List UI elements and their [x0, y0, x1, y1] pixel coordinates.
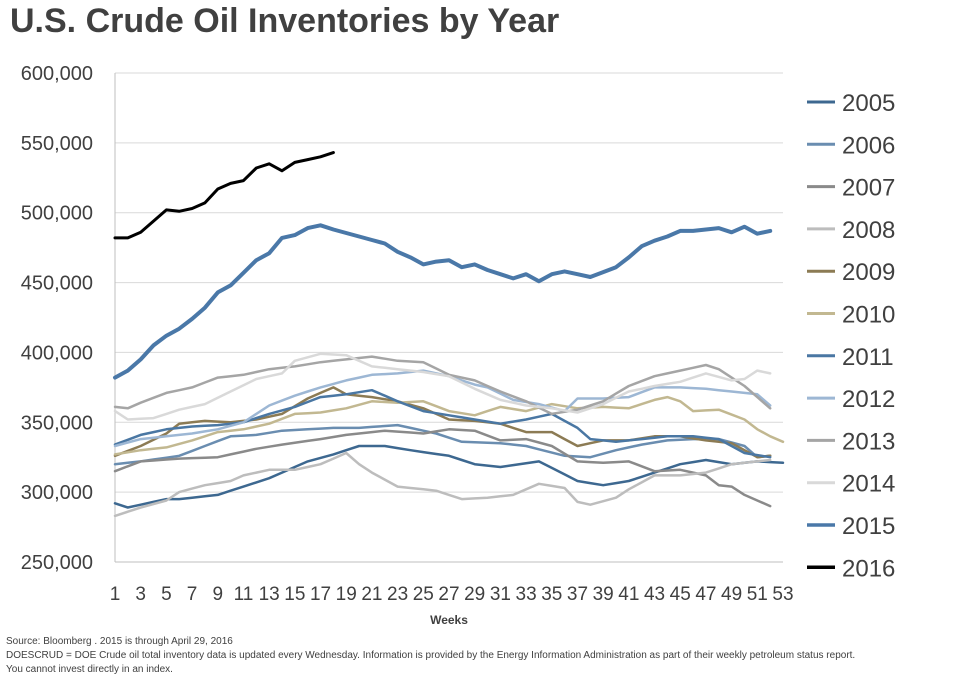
x-tick-label: 53 — [772, 584, 793, 605]
series-line-2015 — [113, 223, 773, 380]
x-tick-label: 43 — [644, 584, 665, 605]
legend-label-2011: 2011 — [842, 344, 894, 371]
legend-label-2015: 2015 — [842, 513, 895, 540]
legend-label-2005: 2005 — [842, 90, 895, 117]
y-tick-label: 450,000 — [21, 273, 93, 295]
x-tick-label: 51 — [747, 584, 768, 605]
x-tick-label: 37 — [567, 584, 588, 605]
x-tick-label: 47 — [695, 584, 716, 605]
series-line-2008 — [113, 451, 772, 518]
legend-label-2013: 2013 — [842, 428, 895, 455]
x-tick-label: 29 — [464, 584, 485, 605]
x-tick-label: 23 — [387, 584, 408, 605]
y-tick-label: 300,000 — [21, 482, 93, 504]
series-line-2013 — [113, 355, 772, 416]
y-tick-label: 250,000 — [21, 552, 93, 574]
chart-title: U.S. Crude Oil Inventories by Year — [10, 2, 560, 40]
footnote-source: Source: Bloomberg . 2015 is through Apri… — [6, 636, 233, 647]
legend-label-2012: 2012 — [842, 386, 895, 413]
footnote-description: DOESCRUD = DOE Crude oil total inventory… — [6, 650, 856, 661]
series-line-2006 — [113, 423, 772, 466]
x-tick-label: 17 — [310, 584, 331, 605]
legend-label-2006: 2006 — [842, 132, 895, 159]
x-tick-label: 25 — [413, 584, 434, 605]
x-tick-label: 15 — [284, 584, 305, 605]
x-tick-label: 9 — [212, 584, 223, 605]
x-tick-label: 5 — [161, 584, 172, 605]
legend-label-2016: 2016 — [842, 555, 895, 582]
series-line-2007 — [113, 428, 772, 508]
series-line-2011 — [113, 388, 772, 459]
y-tick-label: 500,000 — [21, 203, 93, 225]
y-tick-label: 550,000 — [21, 133, 93, 155]
x-tick-label: 41 — [618, 584, 639, 605]
x-tick-label: 7 — [187, 584, 198, 605]
x-axis-label: Weeks — [430, 613, 468, 627]
x-tick-label: 49 — [721, 584, 742, 605]
legend-label-2009: 2009 — [842, 259, 895, 286]
x-tick-label: 11 — [234, 584, 254, 605]
legend: 2005 2006 2007 2008 2009 2010 2011 2012 2013 2014… — [807, 90, 895, 582]
x-tick-label: 33 — [516, 584, 537, 605]
y-tick-label: 350,000 — [21, 412, 93, 434]
series-line-2010 — [113, 395, 785, 456]
series-lines — [113, 151, 785, 518]
x-tick-label: 27 — [438, 584, 459, 605]
x-tick-label: 39 — [593, 584, 614, 605]
x-tick-label: 3 — [135, 584, 146, 605]
series-line-2014 — [113, 352, 772, 421]
x-tick-label: 19 — [336, 584, 357, 605]
x-tick-label: 13 — [259, 584, 280, 605]
axes: 250,000 300,000 350,000 400,000 450,000 500,0… — [21, 63, 794, 605]
x-tick-label: 31 — [490, 584, 511, 605]
x-tick-label: 1 — [110, 584, 121, 605]
legend-label-2008: 2008 — [842, 217, 895, 244]
series-line-2016 — [113, 151, 335, 240]
y-tick-label: 600,000 — [21, 63, 93, 85]
footnote-disclaimer: You cannot invest directly in an index. — [6, 664, 173, 675]
x-tick-label: 21 — [361, 584, 382, 605]
x-tick-label: 35 — [541, 584, 562, 605]
legend-label-2007: 2007 — [842, 175, 895, 202]
y-tick-label: 400,000 — [21, 342, 93, 364]
legend-label-2014: 2014 — [842, 471, 895, 498]
x-tick-label: 45 — [670, 584, 691, 605]
series-line-2005 — [113, 444, 785, 509]
legend-label-2010: 2010 — [842, 302, 895, 329]
